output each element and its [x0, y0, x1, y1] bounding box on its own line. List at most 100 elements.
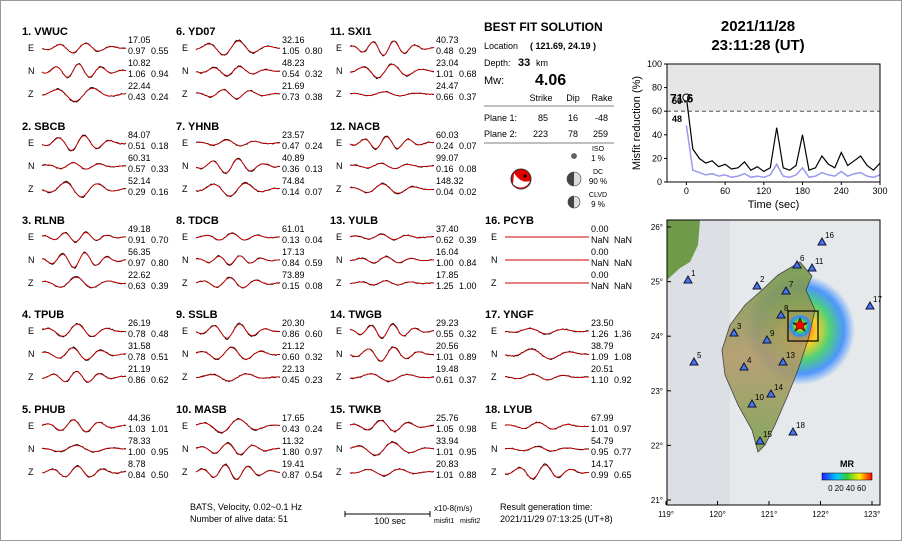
- map-x-label: 123°: [864, 510, 881, 519]
- station-number: 17: [873, 295, 882, 304]
- misfit1: 0.62: [436, 235, 454, 245]
- mw-label: Mw:: [484, 75, 504, 87]
- misfit1: 0.51: [128, 141, 146, 151]
- amplitude: 24.47: [436, 81, 459, 91]
- synthetic-waveform: [504, 422, 590, 430]
- synthetic-waveform: [195, 232, 281, 241]
- misfit1: 0.16: [436, 164, 454, 174]
- depth-label: Depth:: [484, 58, 511, 68]
- synthetic-waveform: [195, 418, 281, 433]
- component-name: CLVD: [589, 192, 607, 199]
- amplitude: 60.03: [436, 130, 459, 140]
- misfit2: 0.60: [305, 329, 323, 339]
- component-label: Z: [28, 372, 34, 382]
- component-label: N: [182, 66, 189, 76]
- misfit2: 0.77: [614, 447, 632, 457]
- synthetic-waveform: [41, 63, 127, 78]
- station-number: 14: [774, 383, 783, 392]
- component-label: Z: [491, 372, 497, 382]
- synthetic-waveform: [504, 348, 589, 360]
- component-label: E: [182, 232, 188, 242]
- amplitude: 48.23: [282, 58, 305, 68]
- component-label: Z: [336, 184, 342, 194]
- component-label: Z: [491, 467, 497, 477]
- station-number: 8: [784, 304, 789, 313]
- misfit2: 0.65: [614, 470, 632, 480]
- misfit1: 0.14: [282, 187, 300, 197]
- station-title: 8. TDCB: [176, 215, 219, 227]
- misfit-line: [685, 125, 881, 179]
- plane-value: 85: [538, 113, 548, 123]
- misfit1: 0.63: [128, 281, 146, 291]
- synthetic-waveform: [504, 464, 590, 479]
- amplitude: 16.04: [436, 247, 459, 257]
- misfit1: NaN: [591, 258, 609, 268]
- misfit2: 1.36: [614, 329, 632, 339]
- component-label: N: [28, 66, 35, 76]
- misfit1: 0.43: [282, 424, 300, 434]
- misfit1: 1.03: [128, 424, 146, 434]
- amplitude: 11.32: [282, 436, 304, 446]
- misfit2: 0.88: [459, 470, 477, 480]
- gen-time: 2021/11/29 07:13:25 (UT+8): [500, 514, 613, 524]
- synthetic-waveform: [349, 136, 435, 150]
- best-box: [787, 310, 819, 342]
- misfit1: 0.97: [128, 258, 146, 268]
- misfit1: 0.48: [436, 46, 454, 56]
- misfit2: 0.07: [459, 141, 477, 151]
- misfit2: 0.39: [151, 281, 169, 291]
- best-point: [682, 93, 691, 102]
- component-label: Z: [182, 89, 188, 99]
- plane-header: Strike: [529, 93, 552, 103]
- amplitude: 0.00: [591, 270, 609, 280]
- amplitude: 32.16: [282, 35, 305, 45]
- misfit1: NaN: [591, 235, 609, 245]
- amplitude: 74.84: [282, 176, 305, 186]
- synthetic-waveform: [42, 371, 127, 383]
- plane-value: 16: [568, 113, 578, 123]
- amplitude: 54.79: [591, 436, 614, 446]
- synthetic-waveform: [41, 135, 127, 151]
- station-number: 10: [755, 393, 764, 402]
- component-label: E: [28, 43, 34, 53]
- misfit1: 0.99: [591, 470, 609, 480]
- misfit1: 1.80: [282, 447, 300, 457]
- component-label: N: [182, 349, 189, 359]
- amplitude: 31.58: [128, 341, 151, 351]
- map-y-label: 23°: [651, 387, 663, 396]
- misfit1-key: misfit1: [434, 518, 454, 525]
- misfit2: NaN: [614, 235, 632, 245]
- misfit1: 1.10: [591, 375, 609, 385]
- misfit2: 0.37: [459, 92, 477, 102]
- y-tick-label: 60: [652, 106, 662, 116]
- misfit1: 0.13: [282, 235, 300, 245]
- plane-label: Plane 2:: [484, 129, 517, 139]
- misfit1: 0.43: [128, 92, 146, 102]
- synthetic-waveform: [195, 277, 281, 289]
- synthetic-waveform: [195, 182, 280, 197]
- amplitude: 17.85: [436, 270, 459, 280]
- misfit2: NaN: [614, 258, 632, 268]
- station-marker: [781, 285, 791, 295]
- misfit1: 1.01: [436, 447, 454, 457]
- component-label: N: [28, 255, 35, 265]
- component-label: N: [491, 444, 498, 454]
- component-label: E: [491, 232, 497, 242]
- synthetic-waveform: [41, 276, 126, 289]
- station-marker: [788, 426, 798, 436]
- station-title: 2. SBCB: [22, 121, 65, 133]
- amplitude: 0.00: [591, 224, 609, 234]
- synthetic-waveform: [41, 42, 127, 54]
- misfit2: 1.08: [614, 352, 632, 362]
- component-label: E: [182, 326, 188, 336]
- component-label: E: [28, 138, 34, 148]
- depth-unit: km: [536, 58, 548, 68]
- amplitude: 84.07: [128, 130, 151, 140]
- scale-label: 100 sec: [374, 516, 406, 526]
- station-number: 13: [786, 351, 795, 360]
- y-tick-label: 0: [657, 177, 662, 187]
- synthetic-waveform: [349, 162, 435, 169]
- misfit2: 0.04: [305, 235, 323, 245]
- synthetic-waveform: [349, 91, 434, 97]
- synthetic-waveform: [504, 446, 590, 452]
